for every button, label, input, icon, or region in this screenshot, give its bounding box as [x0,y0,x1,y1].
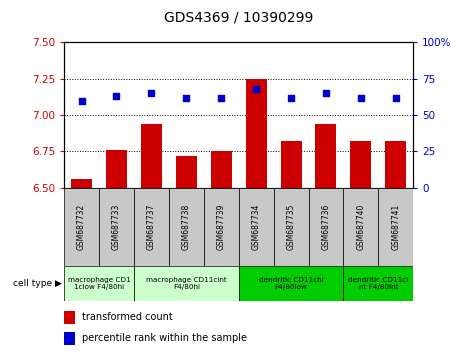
Point [148,90,155,96]
Text: GSM687739: GSM687739 [217,203,226,250]
Bar [315,124,336,188]
Bar [71,179,92,188]
Text: GSM687741: GSM687741 [391,204,400,250]
Text: dendritic CD11chi
F4/80low: dendritic CD11chi F4/80low [259,277,323,290]
Bar [169,188,204,266]
Bar [351,141,371,188]
Bar [281,141,302,188]
Text: GSM687738: GSM687738 [182,204,191,250]
Bar [238,188,274,266]
Bar [134,188,169,266]
Bar [211,152,232,188]
Point [218,95,225,101]
Text: macrophage CD1
1clow F4/80hi: macrophage CD1 1clow F4/80hi [67,277,131,290]
Text: GSM687733: GSM687733 [112,203,121,250]
Text: transformed count: transformed count [82,312,172,322]
Point [182,95,190,101]
Bar [134,266,238,301]
Text: GDS4369 / 10390299: GDS4369 / 10390299 [164,11,314,25]
Bar [64,311,75,324]
Text: GSM687740: GSM687740 [356,203,365,250]
Text: GSM687734: GSM687734 [252,203,261,250]
Bar [343,188,379,266]
Text: dendritic CD11ci
nt F4/80int: dendritic CD11ci nt F4/80int [348,277,408,290]
Bar [99,188,134,266]
Point [287,95,295,101]
Text: percentile rank within the sample: percentile rank within the sample [82,333,247,343]
Point [322,90,330,96]
Text: GSM687737: GSM687737 [147,203,156,250]
Bar [64,266,134,301]
Bar [238,266,343,301]
Bar [141,124,162,188]
Bar [106,150,127,188]
Bar [204,188,238,266]
Text: GSM687736: GSM687736 [322,203,331,250]
Bar [176,156,197,188]
Bar [274,188,309,266]
Bar [246,79,266,188]
Text: GSM687735: GSM687735 [286,203,295,250]
Bar [309,188,343,266]
Text: GSM687732: GSM687732 [77,204,86,250]
Point [78,98,86,103]
Bar [343,266,413,301]
Point [113,93,120,99]
Bar [64,188,99,266]
Bar [64,332,75,345]
Text: macrophage CD11cint
F4/80hi: macrophage CD11cint F4/80hi [146,277,227,290]
Point [392,95,399,101]
Bar [379,188,413,266]
Bar [385,141,406,188]
Point [252,86,260,92]
Text: cell type ▶: cell type ▶ [13,279,62,288]
Point [357,95,365,101]
